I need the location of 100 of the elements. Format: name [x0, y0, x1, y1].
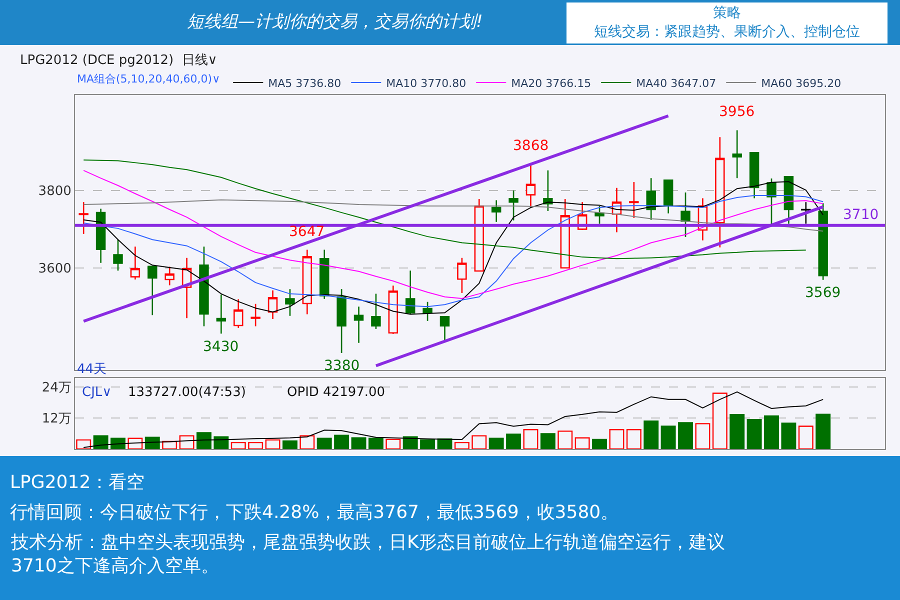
candlestick: [285, 288, 295, 316]
candlestick: [491, 200, 502, 223]
bar: [300, 435, 315, 449]
legend-label: MA60 3695.20: [761, 76, 842, 90]
candlestick: [646, 178, 656, 221]
chart-subtitle: 短线交易：紧跟趋势、果断介入、控制仓位: [594, 24, 860, 40]
annotation: 3569: [805, 285, 841, 301]
annotation: OPID 42197.00: [287, 385, 386, 400]
legend-label: MA20 3766.15: [511, 76, 592, 90]
bar: [472, 435, 487, 449]
candlestick: [320, 249, 330, 300]
candlestick: [732, 130, 742, 179]
y-tick-label: 24万: [42, 380, 72, 396]
annotation: 44天: [77, 362, 107, 377]
bar: [144, 436, 160, 449]
annotation: 3430: [203, 339, 239, 355]
candlestick: [749, 152, 760, 199]
annotation: 3380: [324, 358, 360, 374]
bar: [316, 438, 332, 449]
candlestick: [526, 164, 536, 208]
bar: [179, 435, 194, 449]
bar: [351, 437, 366, 449]
bar: [558, 430, 573, 449]
candlestick: [818, 202, 828, 281]
text: 行情回顾：今日破位下行，下跌4.28%，最高3767，最低3569，收3580。: [10, 502, 619, 523]
text: LPG2012 (DCE pg2012) 日线∨: [20, 53, 218, 68]
candlestick: [78, 201, 88, 234]
text: LPG2012：看空: [10, 472, 145, 493]
bar: [488, 438, 504, 449]
bar: [626, 429, 642, 449]
candlestick: [440, 316, 450, 342]
annotation: 3647: [289, 224, 325, 240]
annotation: 133727.00(47:53): [128, 385, 246, 400]
legend-label: MA10 3770.80: [386, 76, 466, 90]
y-tick-label: 3600: [38, 261, 72, 276]
candlestick: [148, 266, 158, 316]
bar: [746, 418, 762, 449]
bar: [196, 432, 212, 449]
bar: [644, 420, 659, 449]
bar: [76, 439, 92, 449]
candlestick: [784, 176, 794, 224]
bar: [454, 442, 470, 449]
annotation: CJL∨: [82, 385, 112, 400]
candlestick: [268, 290, 278, 320]
bar: [110, 438, 126, 449]
candlestick: [422, 301, 432, 322]
candlestick: [250, 303, 260, 327]
bar: [214, 436, 229, 449]
text: 策略: [713, 5, 741, 21]
candlestick: [302, 249, 312, 315]
candlestick: [457, 257, 467, 294]
bar: [540, 433, 556, 449]
y-tick-label: 3800: [38, 184, 72, 200]
bar: [730, 414, 745, 449]
bar: [506, 434, 522, 449]
bar: [265, 439, 280, 449]
bar: [230, 442, 246, 449]
candlestick: [371, 293, 381, 330]
text: 技术分析：盘中空头表现强势，尾盘强势收跌，日K形态目前破位上行轨道偏空运行，建议3710之下逢高介入空单。: [10, 532, 725, 576]
candlestick: [336, 288, 346, 354]
bar: [420, 439, 436, 449]
candlestick: [715, 136, 725, 248]
candlestick: [766, 178, 776, 225]
candlestick: [234, 298, 244, 328]
bar: [402, 436, 418, 449]
candlestick: [663, 179, 674, 214]
candlestick: [113, 239, 123, 272]
bar: [609, 429, 624, 449]
bar: [678, 422, 693, 449]
candlestick: [164, 266, 174, 286]
candlestick: [354, 306, 364, 344]
line-series: [83, 159, 806, 260]
candlestick: [629, 181, 639, 219]
chart-title: 短线组—计划你的交易，交易你的计划!: [187, 12, 483, 32]
candlestick: [508, 190, 518, 221]
legend-title: MA组合(5,10,20,40,60,0)∨: [77, 72, 220, 86]
bar: [282, 440, 298, 449]
candlestick: [801, 201, 811, 224]
bar: [592, 438, 607, 449]
annotation: 3956: [719, 104, 755, 120]
bar: [368, 438, 384, 449]
candlestick: [543, 170, 553, 212]
ref-line-label: 3710: [843, 207, 879, 223]
candlestick: [474, 198, 484, 272]
bar: [764, 415, 779, 449]
candlestick: [216, 294, 226, 334]
bar: [334, 434, 350, 449]
bar: [386, 438, 401, 449]
annotation: 3868: [513, 138, 549, 154]
candlestick: [388, 285, 398, 335]
bar: [93, 435, 108, 449]
bar: [574, 437, 590, 449]
y-tick-label: 12万: [42, 412, 72, 427]
candlestick: [199, 246, 209, 327]
bar: [798, 426, 814, 449]
candlestick: [680, 192, 690, 238]
bar: [523, 429, 538, 449]
candlestick: [405, 270, 416, 315]
bar: [816, 414, 831, 449]
bar: [712, 392, 728, 449]
